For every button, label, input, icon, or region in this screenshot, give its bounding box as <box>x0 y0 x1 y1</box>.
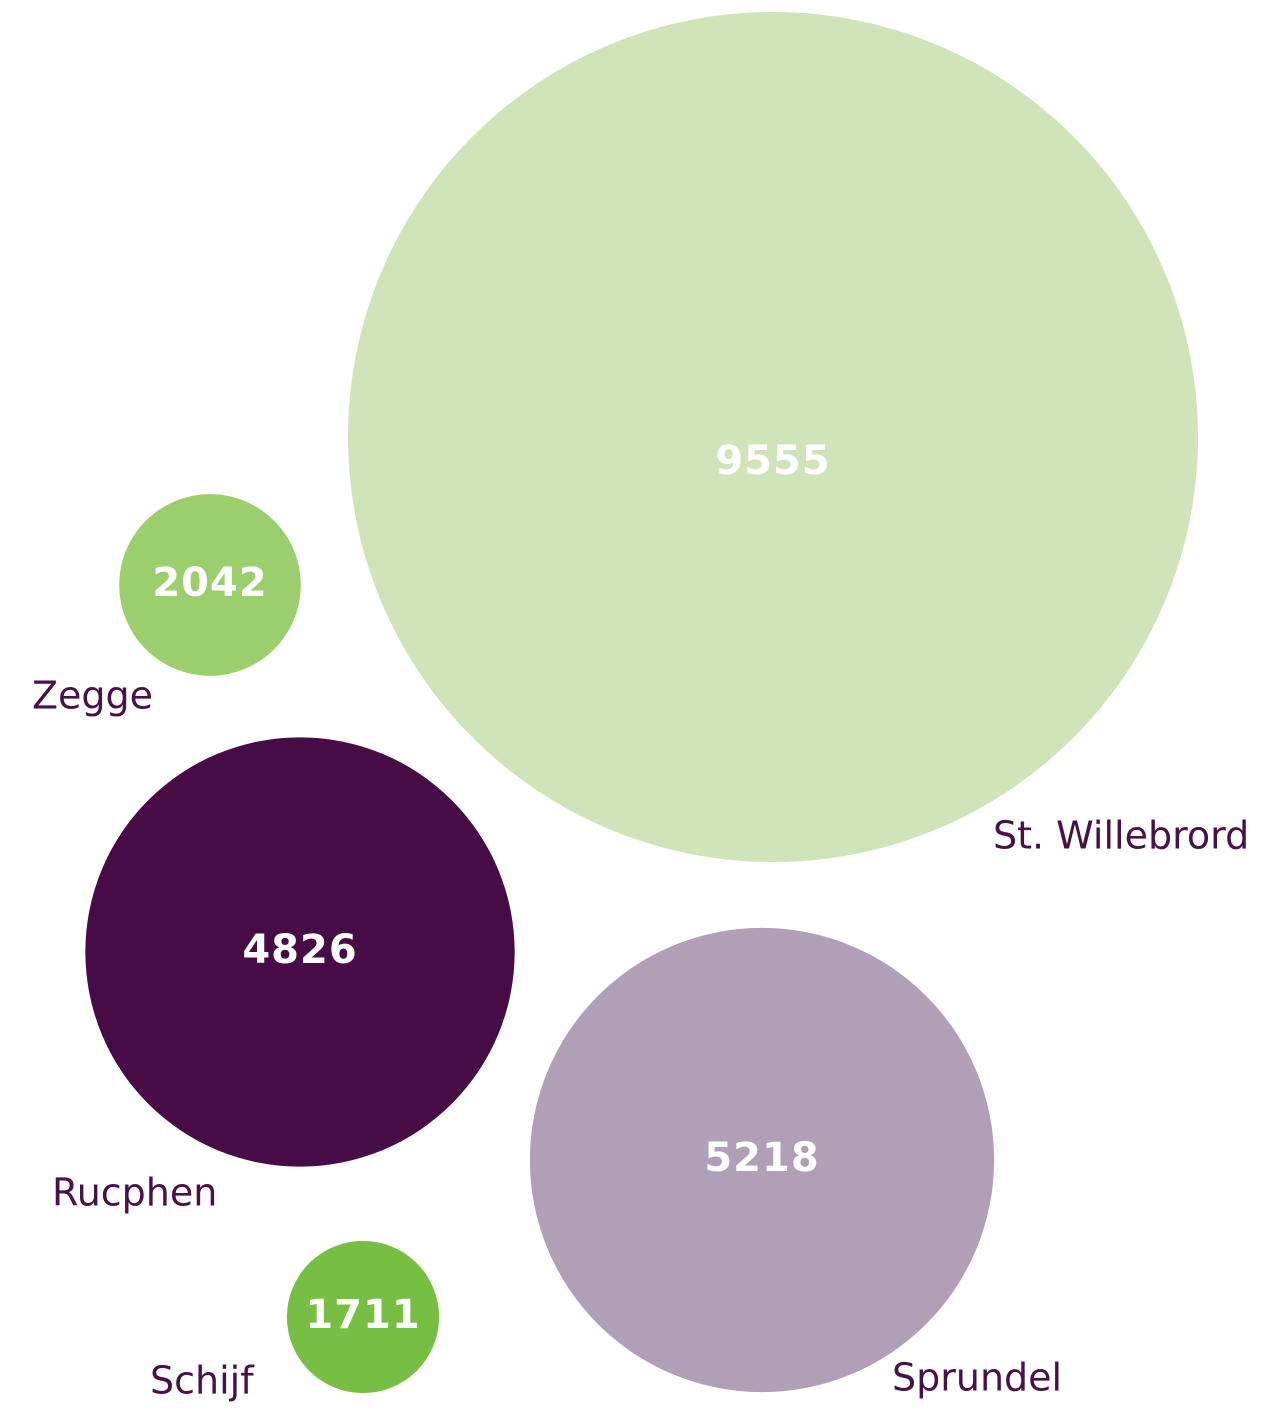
bubble <box>286 1240 440 1394</box>
bubble <box>85 737 515 1167</box>
value-label: 2042 <box>152 560 267 606</box>
bubble-name: Rucphen <box>52 1171 217 1215</box>
bubble-name: St. Willebrord <box>993 814 1249 858</box>
bubble <box>347 11 1199 863</box>
value-label: 1711 <box>305 1292 420 1338</box>
bubble <box>529 927 995 1393</box>
value-label: 4826 <box>242 927 357 973</box>
value-label: 9555 <box>715 438 830 484</box>
bubble-name: Schijf <box>150 1359 255 1403</box>
value-label: 5218 <box>704 1135 819 1181</box>
bubble-name: Zegge <box>32 674 153 718</box>
bubble <box>119 494 301 676</box>
bubble-name: Sprundel <box>892 1356 1062 1400</box>
